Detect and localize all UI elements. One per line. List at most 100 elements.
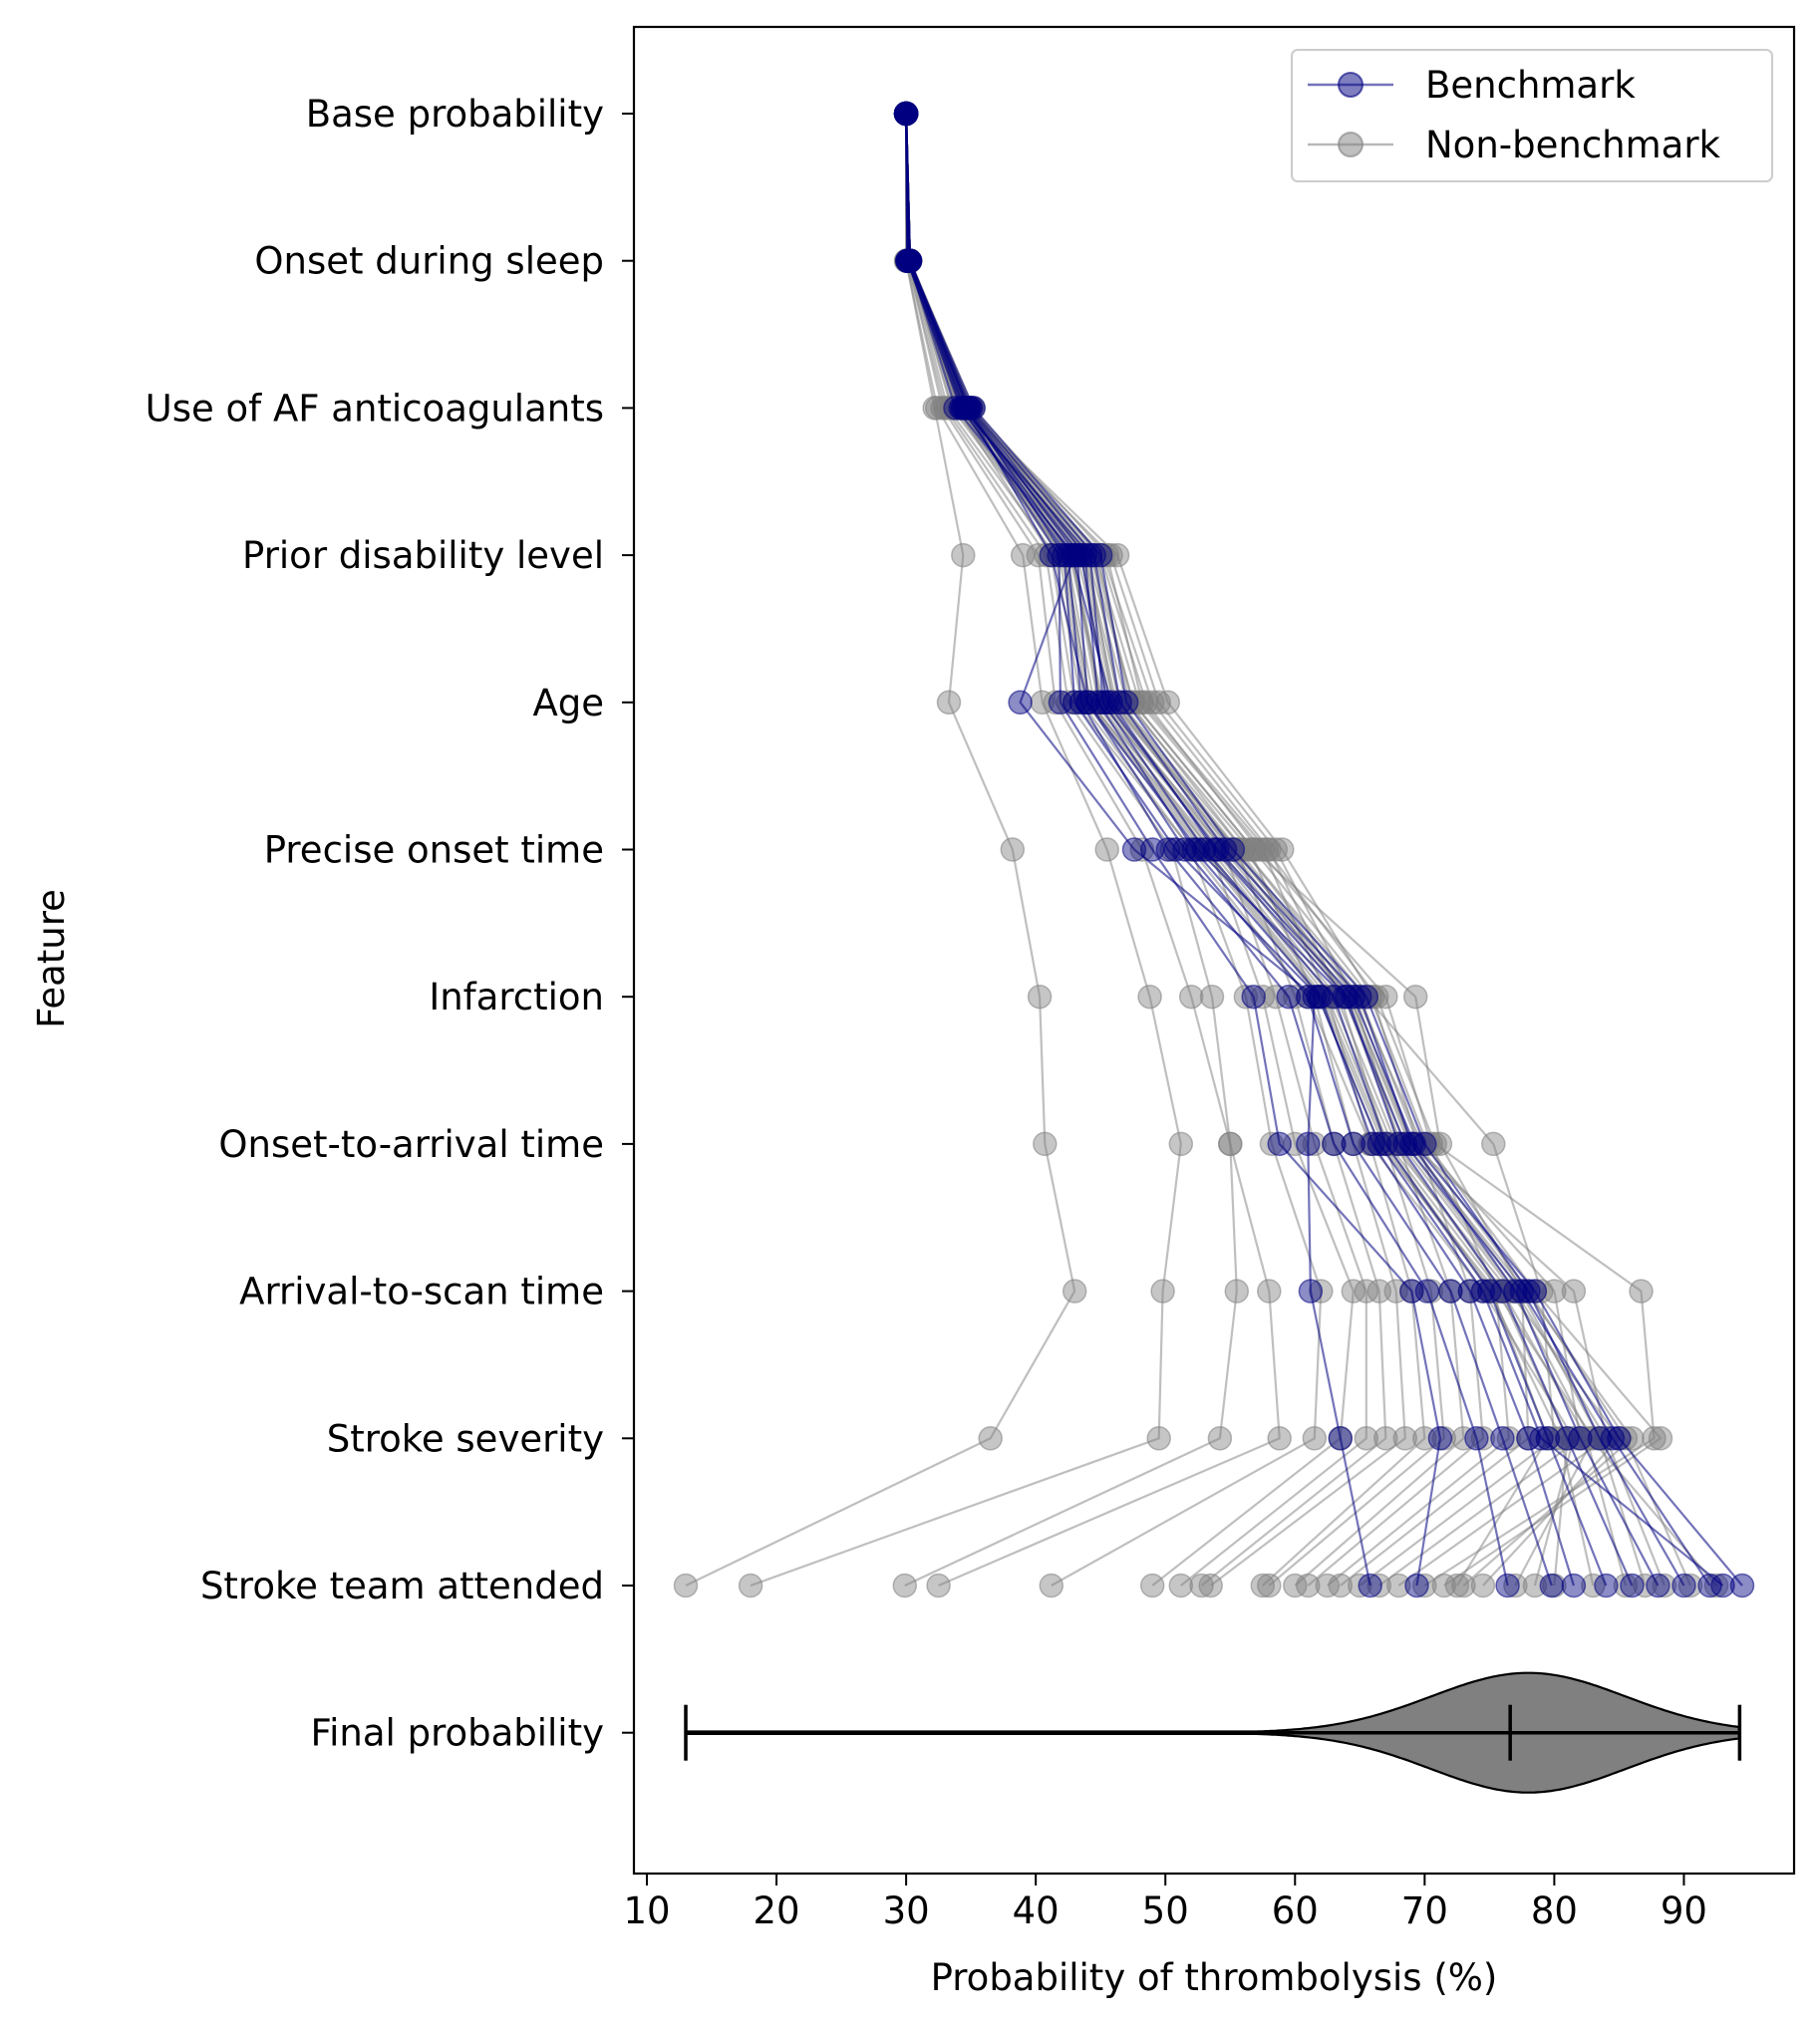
legend-nonbenchmark-marker — [1338, 132, 1364, 157]
data-point-benchmark — [1392, 1131, 1418, 1157]
data-point-benchmark — [1296, 1131, 1321, 1157]
data-point-non-benchmark — [1218, 1131, 1243, 1157]
data-point-non-benchmark — [1207, 1426, 1233, 1451]
x-tick-label: 70 — [1401, 1889, 1448, 1932]
data-point-benchmark — [1729, 1573, 1755, 1598]
data-point-non-benchmark — [1633, 1573, 1658, 1598]
data-point-non-benchmark — [1652, 1573, 1677, 1598]
data-point-benchmark — [1241, 984, 1266, 1010]
data-point-benchmark — [1477, 1279, 1502, 1304]
data-point-benchmark — [1358, 1573, 1382, 1598]
data-point-non-benchmark — [1366, 1279, 1392, 1304]
series-line-non-benchmark — [905, 113, 1281, 1588]
data-point-non-benchmark — [1137, 984, 1162, 1010]
data-point-benchmark — [1062, 690, 1087, 716]
data-point-non-benchmark — [1412, 1573, 1437, 1598]
data-point-benchmark — [1373, 1131, 1398, 1157]
series-line-benchmark — [905, 113, 1634, 1587]
data-point-non-benchmark — [1542, 1279, 1567, 1304]
data-point-non-benchmark — [936, 690, 962, 716]
data-point-non-benchmark — [1677, 1573, 1703, 1598]
legend-box — [1291, 49, 1773, 182]
data-point-non-benchmark — [1033, 1131, 1058, 1157]
series-line-non-benchmark — [904, 113, 1238, 1587]
data-point-non-benchmark — [1402, 984, 1428, 1010]
data-point-non-benchmark — [1150, 1279, 1175, 1304]
data-point-benchmark — [961, 396, 986, 421]
data-point-non-benchmark — [1263, 837, 1289, 862]
data-point-non-benchmark — [1250, 984, 1276, 1010]
data-point-benchmark — [1607, 1426, 1632, 1451]
data-point-non-benchmark — [1341, 1279, 1366, 1304]
data-point-benchmark — [1039, 542, 1064, 568]
data-point-benchmark — [1322, 1131, 1347, 1157]
data-point-benchmark — [1555, 1426, 1580, 1451]
data-point-benchmark — [1516, 1426, 1541, 1451]
data-point-non-benchmark — [1267, 1426, 1292, 1451]
data-point-benchmark — [1568, 1426, 1593, 1451]
data-point-benchmark — [1361, 1131, 1385, 1157]
data-point-benchmark — [1212, 837, 1238, 862]
data-point-non-benchmark — [1250, 1573, 1276, 1598]
data-point-non-benchmark — [1168, 1573, 1194, 1598]
plot-frame — [632, 25, 1796, 1876]
y-tick-label: Prior disability level — [242, 534, 604, 577]
data-point-non-benchmark — [1548, 1426, 1574, 1451]
data-point-benchmark — [1060, 542, 1084, 568]
data-point-benchmark — [1306, 984, 1331, 1010]
data-point-non-benchmark — [978, 1426, 1003, 1451]
data-point-benchmark — [1068, 690, 1093, 716]
data-point-non-benchmark — [1470, 1573, 1496, 1598]
data-point-benchmark — [1587, 1426, 1613, 1451]
x-tick-label: 10 — [623, 1889, 670, 1932]
data-point-non-benchmark — [1030, 690, 1055, 716]
data-point-benchmark — [1341, 1131, 1366, 1157]
data-point-benchmark — [1522, 1279, 1548, 1304]
data-point-benchmark — [896, 248, 921, 273]
data-point-benchmark — [1414, 1279, 1440, 1304]
data-point-benchmark — [1267, 1131, 1292, 1157]
data-point-non-benchmark — [1199, 984, 1225, 1010]
data-point-non-benchmark — [1451, 1573, 1476, 1598]
y-tick-label: Onset during sleep — [254, 240, 604, 283]
data-point-benchmark — [1121, 837, 1147, 862]
data-point-non-benchmark — [1496, 1426, 1522, 1451]
data-point-non-benchmark — [1561, 1279, 1587, 1304]
data-point-non-benchmark — [1366, 1573, 1392, 1598]
data-point-non-benchmark — [1386, 1573, 1411, 1598]
data-point-benchmark — [1646, 1573, 1670, 1598]
data-point-benchmark — [1412, 1131, 1437, 1157]
data-point-non-benchmark — [1620, 1426, 1645, 1451]
data-point-non-benchmark — [1703, 1573, 1729, 1598]
data-point-non-benchmark — [1348, 1573, 1372, 1598]
data-point-benchmark — [1074, 690, 1100, 716]
y-tick-label: Age — [532, 682, 604, 725]
data-point-non-benchmark — [1561, 1426, 1587, 1451]
y-tick-label: Precise onset time — [264, 829, 604, 872]
data-point-benchmark — [1561, 1573, 1587, 1598]
data-point-non-benchmark — [1224, 1279, 1250, 1304]
x-tick-label: 40 — [1013, 1889, 1060, 1932]
data-point-non-benchmark — [1522, 1573, 1548, 1598]
data-point-benchmark — [1490, 1279, 1515, 1304]
data-point-non-benchmark — [1189, 1573, 1214, 1598]
data-point-benchmark — [1366, 1131, 1392, 1157]
data-point-non-benchmark — [1062, 1279, 1087, 1304]
data-point-non-benchmark — [1328, 1573, 1354, 1598]
data-point-non-benchmark — [1354, 1279, 1379, 1304]
data-point-benchmark — [1087, 542, 1113, 568]
data-point-non-benchmark — [1354, 1426, 1379, 1451]
data-point-benchmark — [1457, 1279, 1483, 1304]
data-point-non-benchmark — [1257, 1279, 1282, 1304]
data-point-benchmark — [1464, 1426, 1489, 1451]
data-point-non-benchmark — [1283, 1573, 1308, 1598]
y-tick-label: Stroke severity — [327, 1417, 604, 1460]
data-point-benchmark — [1107, 690, 1132, 716]
data-point-non-benchmark — [1613, 1426, 1639, 1451]
series-line-benchmark — [905, 113, 1371, 1587]
data-point-non-benchmark — [1257, 1573, 1282, 1598]
data-point-benchmark — [1710, 1573, 1735, 1598]
data-point-non-benchmark — [1155, 690, 1181, 716]
data-point-non-benchmark — [1198, 1573, 1223, 1598]
data-point-benchmark — [1298, 1279, 1324, 1304]
